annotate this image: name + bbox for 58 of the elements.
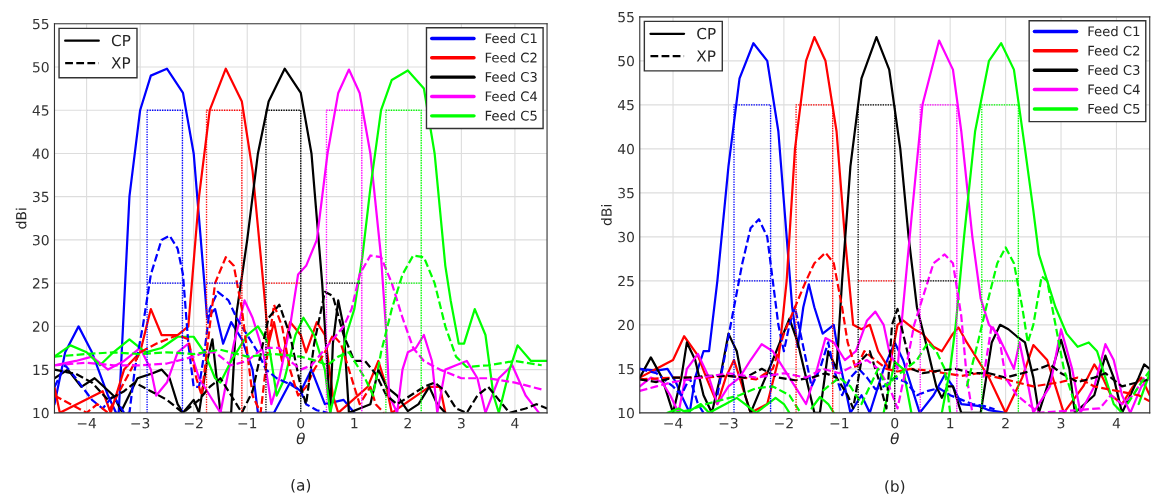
x-tick-label: −1 (238, 418, 257, 429)
annotation: CP (111, 34, 131, 47)
x-tick-label: 4 (511, 418, 519, 429)
y-tick-label: 40 (617, 143, 634, 155)
y-tick-label: 55 (33, 18, 49, 30)
y-tick-label: 25 (618, 275, 634, 287)
y-axis-title: dBi (601, 205, 612, 226)
legend-label: Feed C2 (485, 52, 537, 63)
y-tick-label: 25 (32, 278, 49, 289)
legend-label: Feed C5 (485, 110, 537, 121)
annotation: XP (696, 50, 716, 62)
legend-label: Feed C3 (485, 71, 537, 82)
annotation: XP (111, 57, 131, 69)
x-tick-label: 4 (1112, 418, 1121, 429)
x-tick-label: −4 (664, 418, 683, 429)
y-tick-label: 30 (618, 231, 634, 243)
x-tick-label: 0 (891, 417, 899, 429)
y-tick-label: 15 (33, 364, 49, 376)
y-tick-label: 55 (618, 11, 634, 23)
x-tick-label: −1 (830, 418, 849, 429)
x-tick-label: 3 (458, 417, 465, 429)
y-tick-label: 50 (618, 55, 634, 67)
x-tick-label: −3 (719, 417, 738, 429)
x-tick-label: 2 (404, 417, 411, 429)
x-tick-label: 3 (1057, 417, 1065, 429)
y-tick-label: 50 (33, 61, 49, 73)
x-tick-label: 1 (947, 418, 954, 429)
y-tick-label: 20 (618, 319, 634, 331)
y-tick-label: 45 (617, 99, 634, 111)
x-tick-label: −4 (77, 418, 97, 429)
legend-label: Feed C1 (1088, 26, 1140, 37)
x-tick-label: −3 (131, 417, 150, 429)
y-tick-label: 35 (33, 191, 49, 203)
legend-label: Feed C3 (1088, 64, 1140, 76)
x-tick-label: −2 (184, 417, 203, 429)
y-tick-label: 45 (32, 105, 49, 116)
y-tick-label: 10 (618, 407, 634, 419)
x-axis-title: θ (296, 432, 305, 445)
x-tick-label: 2 (1002, 417, 1009, 429)
y-axis-title: dBi (15, 208, 27, 229)
text: (a) (291, 478, 311, 493)
x-tick-label: −2 (775, 417, 793, 429)
y-tick-label: 30 (33, 234, 49, 246)
y-tick-label: 10 (33, 407, 49, 419)
x-tick-label: 1 (351, 418, 358, 429)
legend-label: Feed C5 (1088, 103, 1140, 114)
text: (b) (885, 480, 905, 494)
legend-label: Feed C4 (485, 91, 538, 102)
x-axis-title: θ (890, 432, 899, 445)
annotation: CP (697, 27, 716, 40)
legend-label: Feed C2 (1088, 45, 1140, 56)
legend-label: Feed C4 (1088, 84, 1140, 95)
y-tick-label: 35 (618, 187, 634, 199)
y-tick-label: 20 (32, 321, 49, 332)
y-tick-label: 15 (618, 363, 634, 375)
x-tick-label: 0 (297, 417, 305, 429)
legend-label: Feed C1 (485, 33, 537, 44)
y-tick-label: 40 (32, 148, 49, 159)
